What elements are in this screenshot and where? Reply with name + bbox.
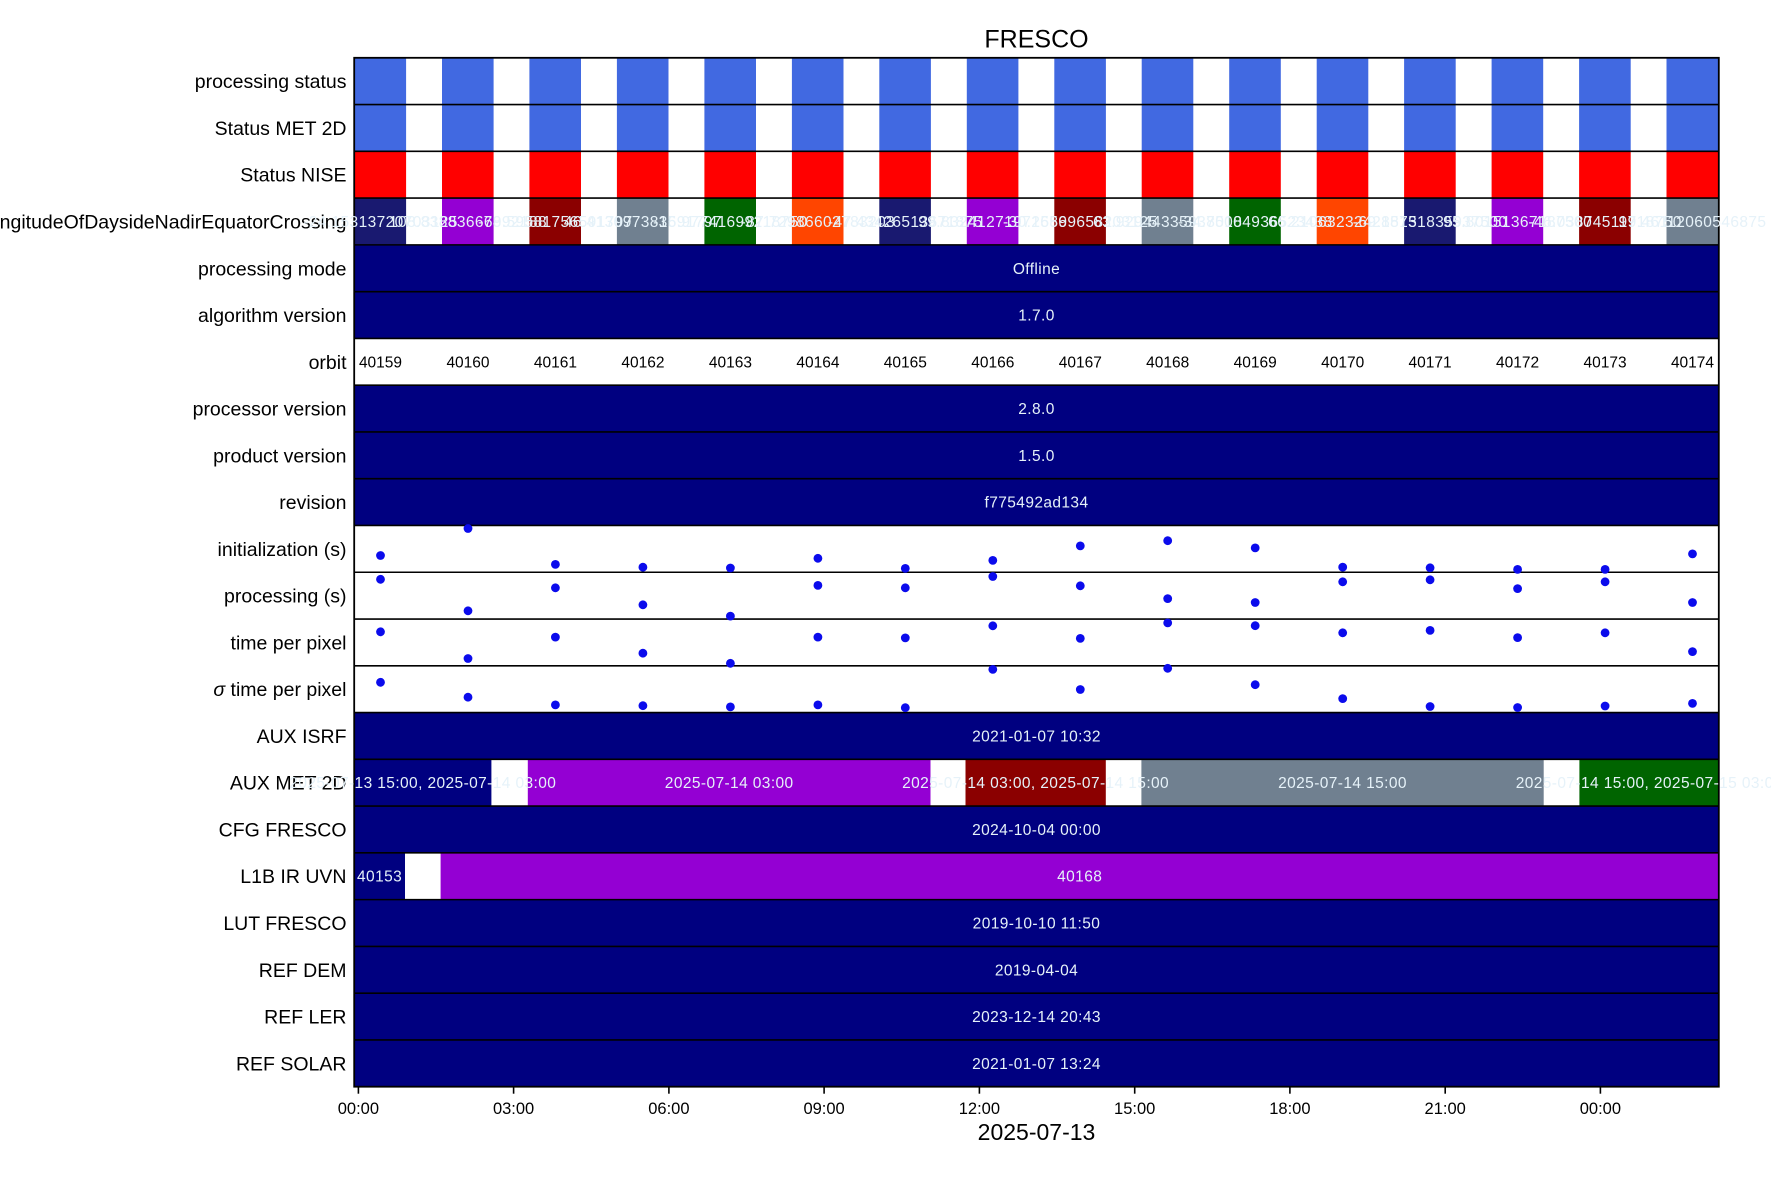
svg-text:09:00: 09:00 (803, 1100, 844, 1118)
svg-text:95.80151367187500: 95.80151367187500 (1443, 214, 1592, 231)
svg-text:2.8.0: 2.8.0 (1018, 401, 1054, 418)
svg-text:-47.43426513671875: -47.43426513671875 (828, 214, 983, 231)
svg-text:initialization (s): initialization (s) (218, 539, 347, 561)
svg-text:108.83883666992188: 108.83883666992188 (389, 214, 547, 231)
svg-text:06:00: 06:00 (648, 1100, 689, 1118)
svg-text:processing mode: processing mode (198, 258, 347, 280)
svg-text:-30.15899658203125: -30.15899658203125 (1003, 214, 1158, 231)
svg-text:2019-04-04: 2019-04-04 (995, 962, 1078, 979)
svg-text:LongitudeOfDaysideNadirEquator: LongitudeOfDaysideNadirEquatorCrossing (0, 212, 347, 234)
svg-text:99.83241271972656: 99.83241271972656 (918, 214, 1067, 231)
svg-text:product version: product version (213, 445, 346, 467)
svg-text:40167: 40167 (1059, 354, 1102, 371)
svg-text:2023-12-14 20:43: 2023-12-14 20:43 (972, 1009, 1101, 1026)
svg-text:15:00: 15:00 (1114, 1100, 1155, 1118)
svg-text:-36.97741699218750: -36.97741699218750 (653, 214, 808, 231)
svg-text:40174: 40174 (1671, 354, 1714, 371)
svg-text:2025-07-14 03:00: 2025-07-14 03:00 (665, 775, 794, 792)
svg-text:21:00: 21:00 (1425, 1100, 1466, 1118)
svg-text:revision: revision (279, 492, 346, 514)
svg-text:FRESCO: FRESCO (984, 26, 1088, 54)
svg-text:-78.59581756591797: -78.59581756591797 (478, 214, 633, 231)
svg-text:2019-10-10 11:50: 2019-10-10 11:50 (973, 916, 1101, 933)
svg-text:40169: 40169 (1234, 354, 1277, 371)
svg-text:2021-01-07 10:32: 2021-01-07 10:32 (972, 728, 1101, 745)
svg-text:REF SOLAR: REF SOLAR (236, 1053, 347, 1075)
svg-text:40161: 40161 (534, 354, 577, 371)
svg-text:40168: 40168 (1146, 354, 1189, 371)
svg-text:40165: 40165 (884, 354, 927, 371)
svg-text:-24.15313720703125: -24.15313720703125 (303, 214, 458, 231)
svg-text:1.5.0: 1.5.0 (1018, 448, 1054, 465)
svg-text:REF DEM: REF DEM (259, 960, 347, 982)
svg-text:40166: 40166 (971, 354, 1014, 371)
svg-text:-87.72986602783203: -87.72986602783203 (741, 214, 896, 231)
svg-text:REF LER: REF LER (264, 1007, 346, 1029)
svg-text:40173: 40173 (1584, 354, 1627, 371)
svg-text:Offline: Offline (1013, 261, 1060, 278)
svg-text:12:00: 12:00 (959, 1100, 1000, 1118)
svg-text:LUT FRESCO: LUT FRESCO (223, 913, 346, 935)
svg-text:CFG FRESCO: CFG FRESCO (219, 820, 347, 842)
svg-text:2025-07-13: 2025-07-13 (978, 1119, 1096, 1145)
svg-text:2025-07-14 15:00: 2025-07-14 15:00 (1278, 775, 1407, 792)
svg-text:40162: 40162 (621, 354, 664, 371)
svg-text:f775492ad134: f775492ad134 (985, 495, 1089, 512)
svg-text:2021-01-07 13:24: 2021-01-07 13:24 (972, 1056, 1101, 1073)
svg-text:40159: 40159 (359, 354, 402, 371)
svg-text:2025-07-14 03:00, 2025-07-14 1: 2025-07-14 03:00, 2025-07-14 15:00 (902, 775, 1169, 792)
svg-text:40164: 40164 (796, 354, 839, 371)
svg-text:2024-10-04 00:00: 2024-10-04 00:00 (972, 822, 1101, 839)
svg-text:63.92944335937500: 63.92944335937500 (1093, 214, 1242, 231)
svg-text:99.46112060546875: 99.46112060546875 (1619, 214, 1767, 231)
svg-text:time per pixel: time per pixel (231, 632, 347, 654)
svg-text:00:00: 00:00 (1580, 1100, 1621, 1118)
svg-text:03:00: 03:00 (493, 1100, 534, 1118)
svg-text:46.413097381591797: 46.413097381591797 (564, 214, 722, 231)
svg-text:66.21063232421875: 66.21063232421875 (1268, 214, 1417, 231)
svg-text:processor version: processor version (193, 399, 347, 421)
svg-text:processing (s): processing (s) (224, 586, 346, 608)
svg-text:40170: 40170 (1321, 354, 1364, 371)
svg-text:40160: 40160 (446, 354, 489, 371)
svg-text:orbit: orbit (309, 352, 348, 374)
svg-text:2025-07-14 15:00, 2025-07-15 0: 2025-07-14 15:00, 2025-07-15 03:00 (1516, 775, 1771, 792)
svg-text:-69.85131835937500: -69.85131835937500 (1353, 214, 1508, 231)
svg-text:18:00: 18:00 (1269, 1100, 1310, 1118)
svg-text:1.7.0: 1.7.0 (1018, 308, 1054, 325)
svg-text:2025-07-13 15:00, 2025-07-14 0: 2025-07-13 15:00, 2025-07-14 03:00 (289, 775, 556, 792)
svg-text:40172: 40172 (1496, 354, 1539, 371)
svg-text:40171: 40171 (1409, 354, 1452, 371)
svg-text:40153: 40153 (357, 869, 402, 886)
svg-text:AUX ISRF: AUX ISRF (257, 726, 347, 748)
svg-text:Status MET 2D: Status MET 2D (215, 118, 347, 140)
svg-text:algorithm version: algorithm version (198, 305, 346, 327)
svg-text:Status NISE: Status NISE (240, 165, 346, 187)
svg-text:00:00: 00:00 (338, 1100, 379, 1118)
svg-text:-34.80184936523438: -34.80184936523438 (1178, 214, 1333, 231)
svg-text:AUX MET 2D: AUX MET 2D (230, 773, 347, 795)
svg-text:σ time per pixel: σ time per pixel (213, 679, 346, 701)
svg-text:L1B IR UVN: L1B IR UVN (240, 866, 346, 888)
svg-text:processing status: processing status (195, 71, 347, 93)
svg-text:-46.03874511718750: -46.03874511718750 (1528, 214, 1681, 231)
svg-text:40163: 40163 (709, 354, 752, 371)
svg-text:40168: 40168 (1057, 869, 1102, 886)
